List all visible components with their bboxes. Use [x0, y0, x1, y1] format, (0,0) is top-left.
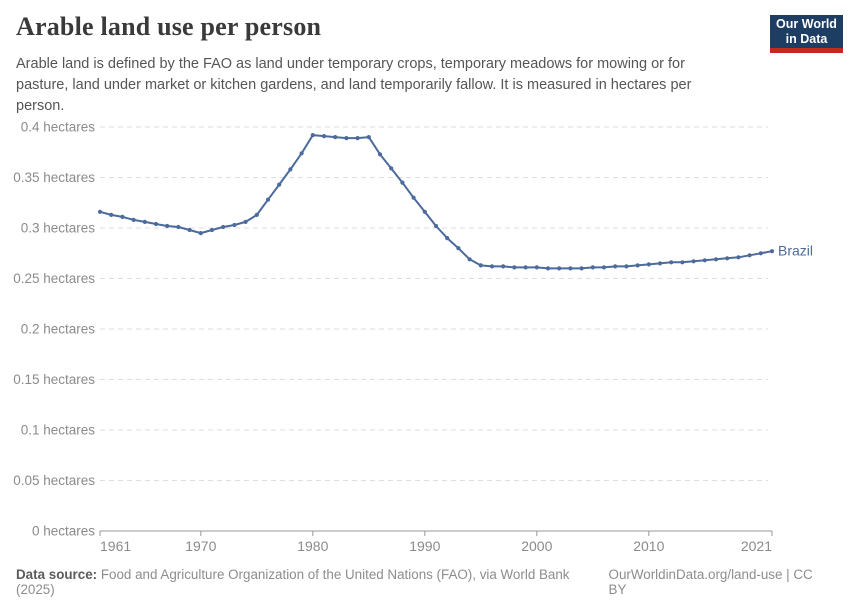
data-point[interactable]: [153, 221, 159, 227]
data-point[interactable]: [624, 264, 629, 269]
data-point[interactable]: [557, 266, 562, 271]
data-point[interactable]: [433, 223, 439, 229]
data-point[interactable]: [187, 227, 192, 233]
data-point[interactable]: [400, 180, 405, 185]
data-point[interactable]: [277, 182, 282, 187]
data-point[interactable]: [254, 212, 259, 217]
data-point[interactable]: [321, 134, 327, 139]
data-point[interactable]: [120, 214, 125, 219]
chart-title: Arable land use per person: [16, 12, 322, 41]
data-point[interactable]: [142, 219, 147, 224]
data-source-note: Data source: Food and Agriculture Organi…: [16, 567, 609, 597]
y-axis-tick-label: 0.4 hectares: [21, 120, 96, 135]
data-point[interactable]: [590, 265, 595, 270]
data-point[interactable]: [635, 263, 640, 268]
data-point[interactable]: [109, 212, 114, 217]
data-point[interactable]: [97, 209, 103, 214]
y-axis-tick-label: 0.15 hectares: [13, 372, 95, 387]
data-point[interactable]: [209, 227, 215, 233]
data-point[interactable]: [232, 222, 237, 228]
y-axis-tick-label: 0.25 hectares: [13, 271, 95, 286]
license-link[interactable]: OurWorldinData.org/land-use | CC BY: [608, 567, 813, 597]
data-point[interactable]: [512, 265, 517, 270]
data-point[interactable]: [389, 166, 394, 171]
data-point[interactable]: [601, 265, 607, 270]
data-point[interactable]: [377, 152, 383, 157]
data-point[interactable]: [344, 136, 349, 141]
data-point[interactable]: [736, 255, 741, 260]
chart-footer: Data source: Food and Agriculture Organi…: [16, 567, 833, 597]
data-point[interactable]: [758, 251, 763, 256]
owid-logo-line2: in Data: [785, 31, 828, 46]
data-point[interactable]: [702, 258, 707, 263]
data-point[interactable]: [579, 266, 584, 271]
y-axis-tick-label: 0.05 hectares: [13, 473, 95, 488]
x-axis-tick-label: 1961: [100, 538, 131, 554]
data-point[interactable]: [713, 257, 719, 262]
data-point[interactable]: [355, 136, 360, 141]
data-point[interactable]: [501, 264, 506, 269]
data-point[interactable]: [534, 265, 539, 270]
x-axis-tick-label: 1990: [409, 538, 440, 554]
data-point[interactable]: [265, 197, 271, 202]
data-point[interactable]: [646, 262, 651, 267]
data-point[interactable]: [288, 167, 293, 172]
data-point[interactable]: [131, 217, 136, 222]
data-point[interactable]: [165, 223, 170, 229]
data-point[interactable]: [657, 261, 663, 266]
chart-subtitle: Arable land is defined by the FAO as lan…: [16, 56, 692, 115]
data-source-label: Data source:: [16, 567, 98, 582]
data-point[interactable]: [489, 264, 495, 269]
data-point[interactable]: [243, 219, 248, 224]
x-axis-tick-label: 2010: [633, 538, 664, 554]
y-axis-tick-label: 0.35 hectares: [13, 170, 95, 185]
x-axis-tick-label: 2021: [741, 538, 772, 554]
data-point[interactable]: [467, 257, 472, 262]
data-point[interactable]: [456, 246, 461, 251]
data-point[interactable]: [221, 224, 226, 230]
data-point[interactable]: [613, 264, 618, 269]
data-point[interactable]: [445, 236, 450, 241]
data-point[interactable]: [299, 151, 304, 156]
data-source-text: Food and Agriculture Organization of the…: [16, 567, 570, 597]
y-axis-tick-label: 0.2 hectares: [21, 322, 96, 337]
y-axis-tick-label: 0.1 hectares: [21, 423, 96, 438]
owid-logo-line1: Our World: [776, 16, 837, 31]
y-axis-tick-label: 0.3 hectares: [21, 221, 96, 236]
data-point[interactable]: [523, 265, 528, 270]
data-point[interactable]: [176, 224, 181, 230]
data-point[interactable]: [366, 135, 371, 140]
data-point[interactable]: [411, 195, 416, 200]
data-point[interactable]: [747, 253, 752, 258]
x-axis-tick-label: 1970: [185, 538, 216, 554]
data-series-line[interactable]: [99, 134, 773, 270]
data-point[interactable]: [725, 256, 730, 261]
data-point[interactable]: [568, 266, 573, 271]
data-point[interactable]: [545, 266, 551, 271]
data-point[interactable]: [769, 249, 775, 254]
series-end-label[interactable]: Brazil: [778, 243, 813, 259]
data-point[interactable]: [422, 209, 427, 214]
data-point[interactable]: [669, 260, 674, 265]
owid-logo[interactable]: Our World in Data: [770, 15, 843, 53]
x-axis-tick-label: 2000: [521, 538, 552, 554]
data-point[interactable]: [333, 135, 338, 140]
y-axis-tick-label: 0 hectares: [32, 524, 95, 539]
data-point[interactable]: [691, 259, 696, 264]
data-point[interactable]: [478, 263, 483, 268]
x-axis-tick-label: 1980: [297, 538, 328, 554]
data-point[interactable]: [680, 260, 685, 265]
data-point[interactable]: [198, 231, 203, 236]
data-point[interactable]: [310, 133, 315, 138]
